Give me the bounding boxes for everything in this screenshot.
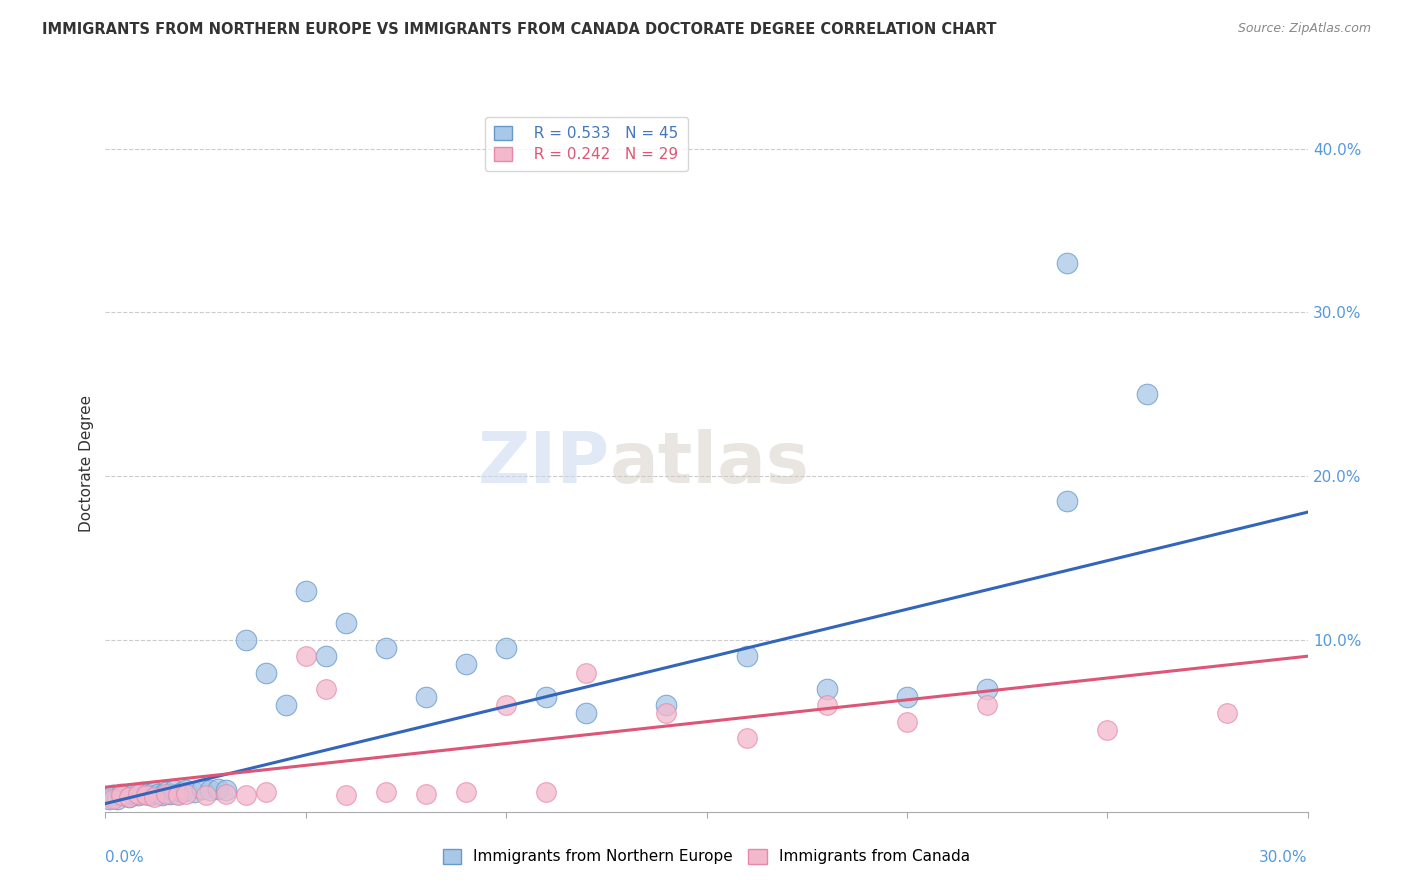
Point [194, 789, 217, 803]
Point [295, 583, 318, 598]
Point [415, 690, 437, 705]
Point [896, 690, 918, 705]
Point [122, 787, 145, 801]
Point [254, 665, 277, 680]
Point [155, 785, 177, 799]
Point [110, 789, 132, 803]
Point [170, 785, 193, 799]
Legend: Immigrants from Northern Europe, Immigrants from Canada: Immigrants from Northern Europe, Immigra… [433, 839, 980, 873]
Point [198, 783, 221, 797]
Point [1136, 387, 1159, 401]
Point [274, 698, 297, 713]
Point [415, 787, 437, 801]
Point [131, 785, 153, 799]
Point [235, 632, 257, 647]
Point [896, 714, 918, 729]
Point [142, 789, 165, 804]
Point [166, 789, 188, 803]
Point [110, 787, 132, 801]
Point [135, 789, 157, 803]
Point [1097, 723, 1119, 737]
Point [107, 791, 129, 805]
Point [235, 789, 257, 803]
Point [976, 681, 998, 696]
Point [976, 698, 998, 713]
Point [254, 785, 277, 799]
Point [575, 665, 598, 680]
Point [159, 787, 181, 801]
Point [214, 787, 236, 801]
Point [495, 698, 517, 713]
Point [374, 785, 398, 799]
Point [142, 785, 165, 799]
Point [735, 649, 758, 664]
Text: 0.0%: 0.0% [105, 850, 145, 865]
Point [454, 657, 477, 672]
Point [166, 787, 188, 801]
Point [174, 787, 197, 801]
Point [534, 785, 557, 799]
Y-axis label: Doctorate Degree: Doctorate Degree [79, 395, 94, 533]
Point [374, 640, 398, 655]
Point [335, 616, 357, 631]
Point [155, 787, 177, 801]
Point [495, 640, 517, 655]
Point [315, 649, 337, 664]
Point [138, 789, 160, 803]
Point [162, 783, 184, 797]
Point [127, 787, 149, 801]
Point [335, 789, 357, 803]
Point [103, 791, 125, 805]
Point [127, 789, 149, 803]
Point [575, 706, 598, 721]
Point [1216, 706, 1239, 721]
Point [454, 785, 477, 799]
Text: Source: ZipAtlas.com: Source: ZipAtlas.com [1237, 22, 1371, 36]
Point [815, 698, 838, 713]
Point [295, 649, 318, 664]
Point [190, 781, 212, 796]
Point [655, 698, 678, 713]
Point [103, 789, 125, 803]
Text: 30.0%: 30.0% [1260, 850, 1308, 865]
Point [146, 787, 169, 801]
Point [114, 789, 136, 803]
Point [98, 791, 121, 805]
Text: atlas: atlas [610, 429, 810, 499]
Point [207, 781, 229, 796]
Point [150, 789, 173, 803]
Point [118, 789, 141, 804]
Point [214, 783, 236, 797]
Point [534, 690, 557, 705]
Point [174, 783, 197, 797]
Point [1056, 493, 1078, 508]
Point [118, 789, 141, 804]
Point [135, 787, 157, 801]
Point [183, 785, 205, 799]
Text: IMMIGRANTS FROM NORTHERN EUROPE VS IMMIGRANTS FROM CANADA DOCTORATE DEGREE CORRE: IMMIGRANTS FROM NORTHERN EUROPE VS IMMIG… [42, 22, 997, 37]
Point [655, 706, 678, 721]
Point [815, 681, 838, 696]
Point [315, 681, 337, 696]
Text: ZIP: ZIP [478, 429, 610, 499]
Point [1056, 256, 1078, 270]
Point [735, 731, 758, 745]
